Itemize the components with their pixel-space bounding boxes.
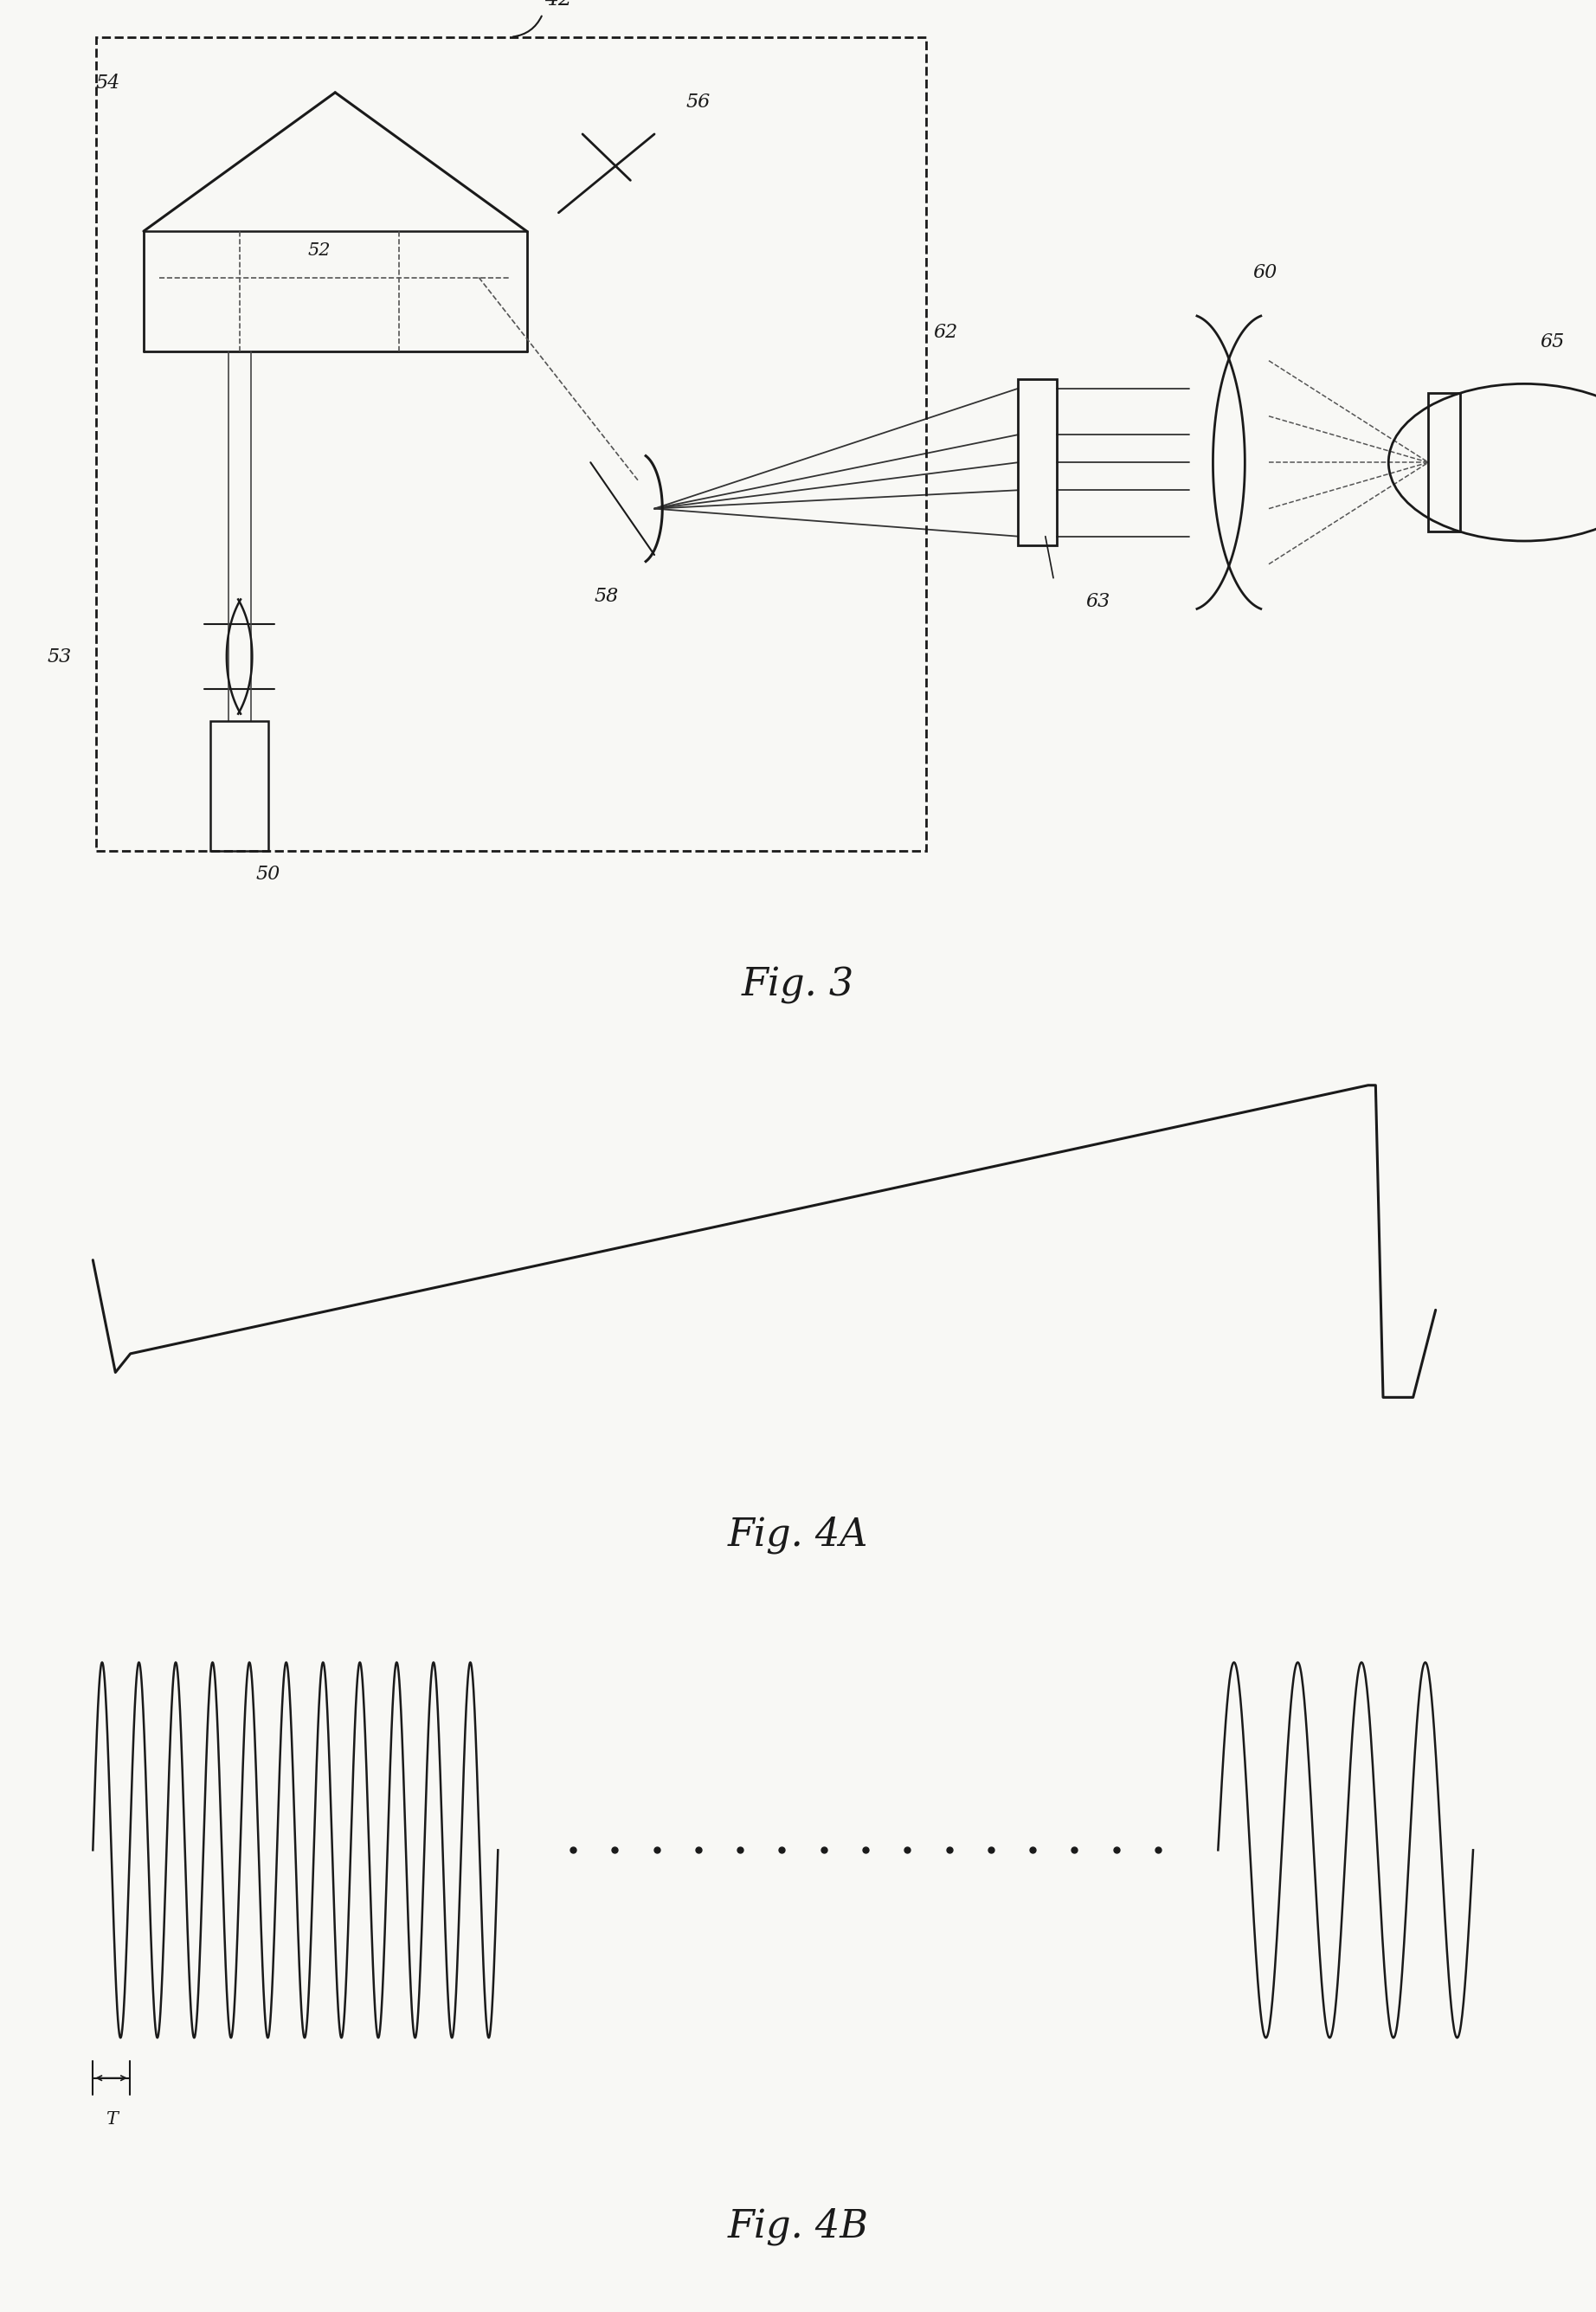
Text: 54: 54 [96,74,120,92]
Bar [96,37,926,851]
Text: 63: 63 [1085,592,1109,610]
Text: 52: 52 [308,243,330,259]
Text: 62: 62 [934,324,958,342]
Text: Fig. 4A: Fig. 4A [728,1517,868,1554]
Bar [1018,379,1057,546]
Text: 60: 60 [1253,264,1277,282]
Text: 56: 56 [686,92,710,111]
Text: Fig. 3: Fig. 3 [742,966,854,1003]
Text: 58: 58 [594,587,619,606]
Text: 65: 65 [1540,333,1564,351]
Bar [1428,393,1460,532]
Text: Fig. 4B: Fig. 4B [728,2208,868,2245]
Text: 42: 42 [544,0,573,9]
Bar [211,721,268,851]
Text: 50: 50 [255,865,279,883]
Text: 53: 53 [48,647,72,666]
Text: T: T [105,2111,117,2127]
